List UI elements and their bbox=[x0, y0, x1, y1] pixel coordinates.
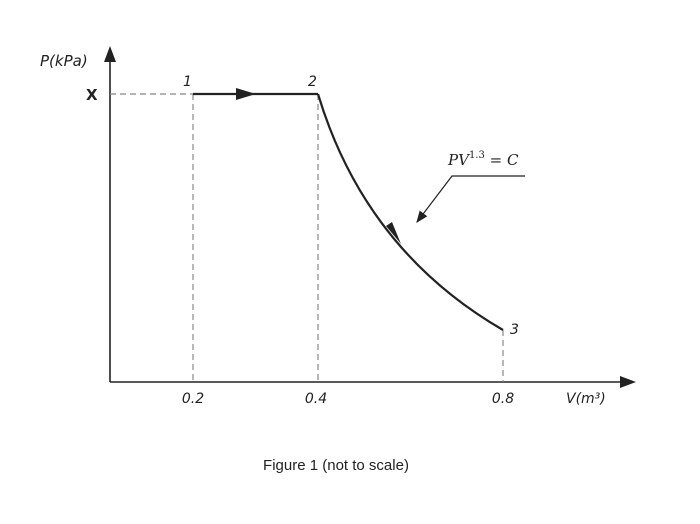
direction-arrow bbox=[386, 222, 401, 244]
process-exponent: 1.3 bbox=[469, 150, 485, 161]
point-label: 1 bbox=[183, 74, 192, 90]
process-2-3 bbox=[316, 93, 504, 331]
x-tick-label: 0.8 bbox=[492, 391, 514, 407]
process-label: PV1.3 = C bbox=[447, 150, 519, 169]
direction-arrow bbox=[236, 88, 256, 100]
x-tick-label: 0.2 bbox=[182, 391, 204, 407]
leader-line bbox=[416, 175, 525, 223]
x-tick-label: 0.4 bbox=[305, 391, 327, 407]
x-axis-arrow bbox=[620, 376, 636, 388]
y-axis-label: P(kPa) bbox=[40, 52, 88, 70]
y-axis-arrow bbox=[104, 46, 116, 62]
x-axis-label: V(m³) bbox=[566, 391, 606, 407]
point-label: 3 bbox=[510, 322, 519, 338]
process-rest: = C bbox=[485, 151, 519, 169]
y-marker: X bbox=[86, 86, 98, 104]
point-label: 2 bbox=[308, 74, 317, 90]
caption: Figure 1 (not to scale) bbox=[263, 457, 409, 474]
process-base: PV bbox=[447, 151, 471, 169]
